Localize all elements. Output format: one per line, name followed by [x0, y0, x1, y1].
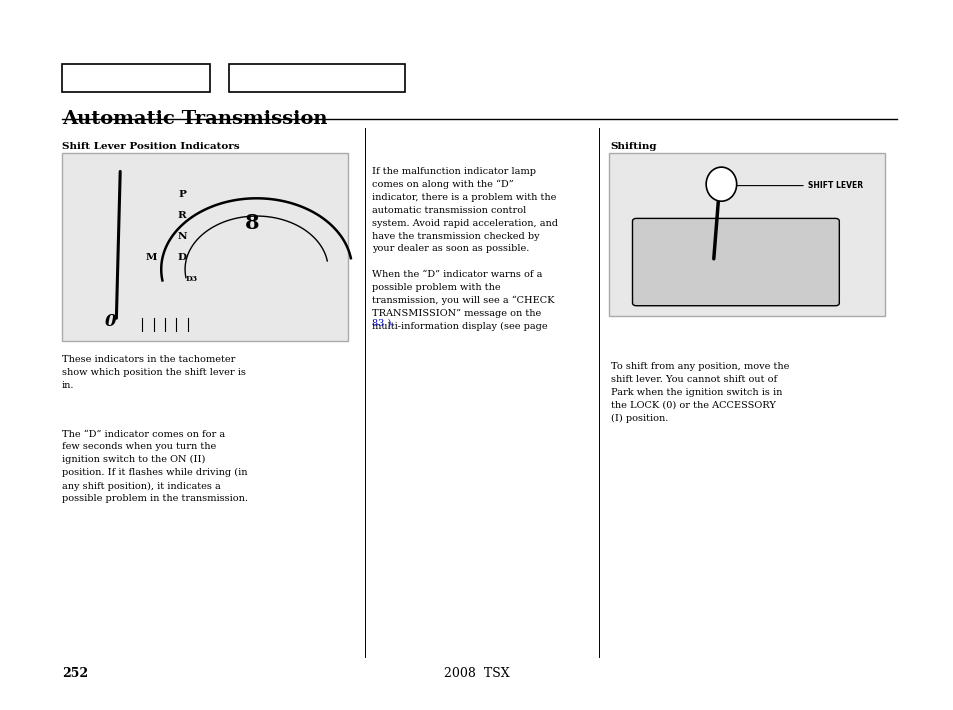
Text: 2008  TSX: 2008 TSX	[444, 667, 509, 680]
Text: P: P	[178, 190, 186, 199]
Text: 252: 252	[62, 667, 88, 680]
Text: SHIFT LEVER: SHIFT LEVER	[807, 181, 862, 190]
Bar	[62, 64, 210, 92]
Text: Shift Lever Position Indicators: Shift Lever Position Indicators	[62, 142, 239, 151]
Text: The “D” indicator comes on for a
few seconds when you turn the
ignition switch t: The “D” indicator comes on for a few sec…	[62, 430, 248, 503]
Text: These indicators in the tachometer
show which position the shift lever is
in.: These indicators in the tachometer show …	[62, 355, 246, 390]
Bar	[62, 153, 348, 341]
FancyBboxPatch shape	[632, 219, 839, 306]
Bar	[229, 64, 405, 92]
Text: N: N	[177, 232, 187, 241]
Text: Automatic Transmission: Automatic Transmission	[62, 110, 327, 128]
Text: D: D	[177, 253, 187, 263]
Text: 0: 0	[105, 314, 116, 330]
Text: D3: D3	[186, 275, 197, 283]
Text: 8: 8	[244, 213, 259, 233]
Text: When the “D” indicator warns of a
possible problem with the
transmission, you wi: When the “D” indicator warns of a possib…	[372, 270, 554, 331]
Text: M: M	[146, 253, 157, 263]
Text: If the malfunction indicator lamp
comes on along with the “D”
indicator, there i: If the malfunction indicator lamp comes …	[372, 167, 558, 253]
Text: 83 ).: 83 ).	[372, 318, 395, 327]
Bar	[608, 153, 884, 316]
Text: Shifting: Shifting	[610, 142, 657, 151]
Text: To shift from any position, move the
shift lever. You cannot shift out of
Park w: To shift from any position, move the shi…	[610, 362, 788, 422]
Text: R: R	[177, 211, 187, 220]
Ellipse shape	[705, 167, 736, 201]
